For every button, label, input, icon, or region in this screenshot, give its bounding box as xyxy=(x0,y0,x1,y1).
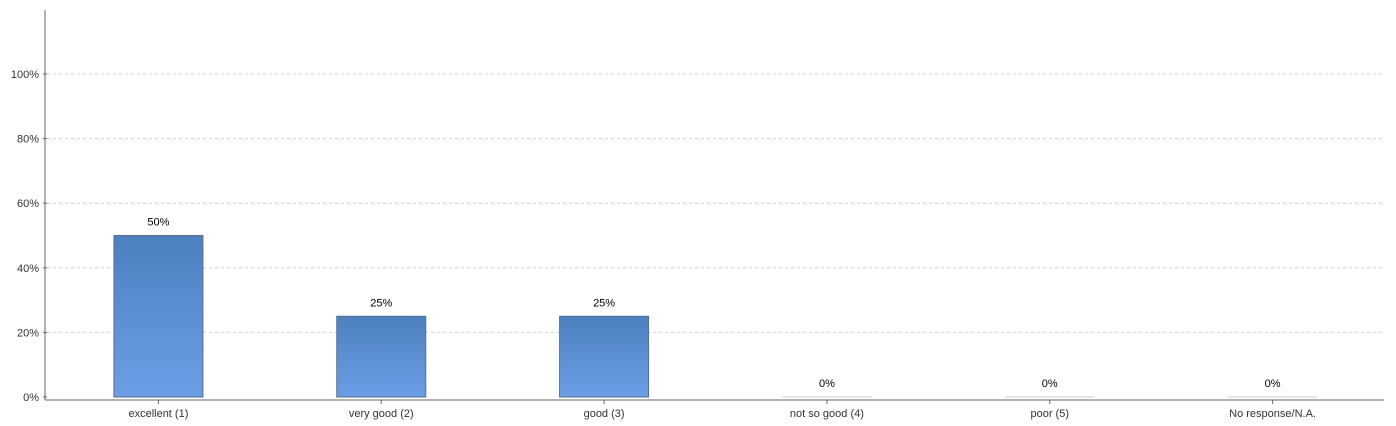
data-label: 25% xyxy=(370,297,392,309)
y-tick-label: 60% xyxy=(17,198,39,210)
bar xyxy=(559,315,650,398)
data-label: 25% xyxy=(593,297,615,309)
x-tick-label: not so good (4) xyxy=(790,408,864,420)
labels: 0% 20% 40% 60% 80% 100% excellent (1) 50% very g… xyxy=(11,69,1316,420)
bar xyxy=(1005,396,1095,398)
x-tick-label: excellent (1) xyxy=(128,408,188,420)
data-label: 0% xyxy=(819,378,835,390)
gridlines xyxy=(47,73,1384,333)
y-tick-label: 0% xyxy=(23,392,39,404)
bars xyxy=(113,235,1318,398)
y-tick-label: 100% xyxy=(11,69,39,81)
x-tick-label: poor (5) xyxy=(1030,408,1069,420)
bar xyxy=(782,396,872,398)
axes xyxy=(43,10,1384,404)
y-tick-label: 40% xyxy=(17,263,39,275)
x-tick-label: very good (2) xyxy=(349,408,414,420)
bar xyxy=(336,315,427,398)
bar xyxy=(113,235,204,398)
x-tick-label: good (3) xyxy=(584,408,625,420)
data-label: 50% xyxy=(147,217,169,229)
y-tick-label: 20% xyxy=(17,327,39,339)
y-tick-label: 80% xyxy=(17,134,39,146)
data-label: 0% xyxy=(1265,378,1281,390)
data-label: 0% xyxy=(1042,378,1058,390)
x-tick-label: No response/N.A. xyxy=(1229,408,1316,420)
bar xyxy=(1228,396,1318,398)
